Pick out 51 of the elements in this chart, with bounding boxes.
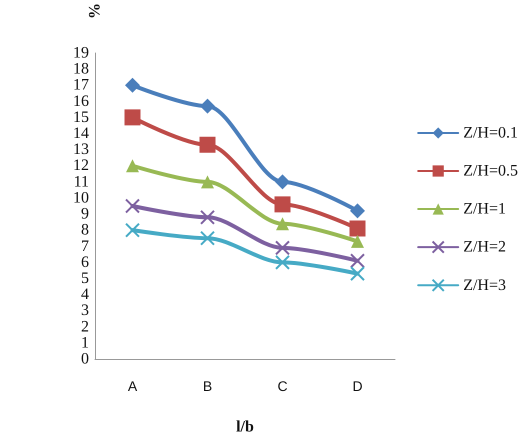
y-tick-label: 1 bbox=[81, 334, 89, 352]
point bbox=[126, 159, 139, 172]
point bbox=[201, 175, 214, 188]
legend-label: Z/H=0.1 bbox=[463, 124, 518, 142]
y-tick-label: 15 bbox=[73, 108, 89, 126]
legend-label: Z/H=2 bbox=[463, 238, 506, 256]
x-tick-label: B bbox=[202, 378, 212, 394]
y-tick-label: 9 bbox=[81, 206, 89, 223]
point bbox=[351, 234, 364, 248]
y-tick-label: 16 bbox=[73, 92, 89, 110]
point bbox=[276, 217, 289, 230]
point bbox=[274, 196, 290, 212]
y-tick-label: 2 bbox=[81, 318, 89, 336]
y-tick-label: 13 bbox=[73, 141, 89, 158]
x-tick-label: A bbox=[128, 378, 138, 394]
point bbox=[350, 253, 365, 268]
y-tick-label: 14 bbox=[73, 125, 89, 142]
x-tick-label: C bbox=[277, 378, 288, 394]
y-tick-label: 12 bbox=[73, 157, 89, 174]
y-tick-label: 3 bbox=[81, 302, 89, 320]
point bbox=[350, 220, 366, 237]
y-tick-label: 11 bbox=[74, 173, 89, 190]
legend-label: Z/H=3 bbox=[463, 276, 506, 294]
x-tick-label: D bbox=[352, 378, 363, 394]
y-tick-label: 7 bbox=[81, 238, 89, 255]
point bbox=[200, 230, 215, 246]
point bbox=[200, 136, 216, 153]
point bbox=[275, 240, 290, 256]
point bbox=[200, 98, 215, 114]
point bbox=[124, 109, 140, 126]
x-axis-title: l/b bbox=[236, 418, 254, 436]
y-tick-label: 4 bbox=[81, 286, 89, 304]
legend-label: Z/H=0.5 bbox=[463, 162, 518, 180]
point bbox=[125, 198, 140, 214]
y-axis-title: % bbox=[86, 3, 104, 19]
y-tick-label: 6 bbox=[81, 254, 89, 271]
y-tick-label: 0 bbox=[81, 350, 89, 368]
point bbox=[200, 210, 215, 225]
y-tick-label: 10 bbox=[73, 189, 89, 206]
point bbox=[275, 174, 290, 190]
y-tick-label: 19 bbox=[73, 44, 89, 62]
y-tick-label: 5 bbox=[81, 270, 89, 287]
point bbox=[125, 78, 140, 93]
point bbox=[350, 203, 365, 218]
y-tick-label: 18 bbox=[73, 60, 89, 78]
y-tick-label: 17 bbox=[73, 76, 89, 94]
legend-label: Z/H=1 bbox=[463, 200, 506, 218]
point bbox=[350, 266, 365, 282]
point bbox=[125, 222, 140, 238]
point bbox=[275, 254, 290, 270]
y-tick-label: 8 bbox=[81, 222, 89, 239]
